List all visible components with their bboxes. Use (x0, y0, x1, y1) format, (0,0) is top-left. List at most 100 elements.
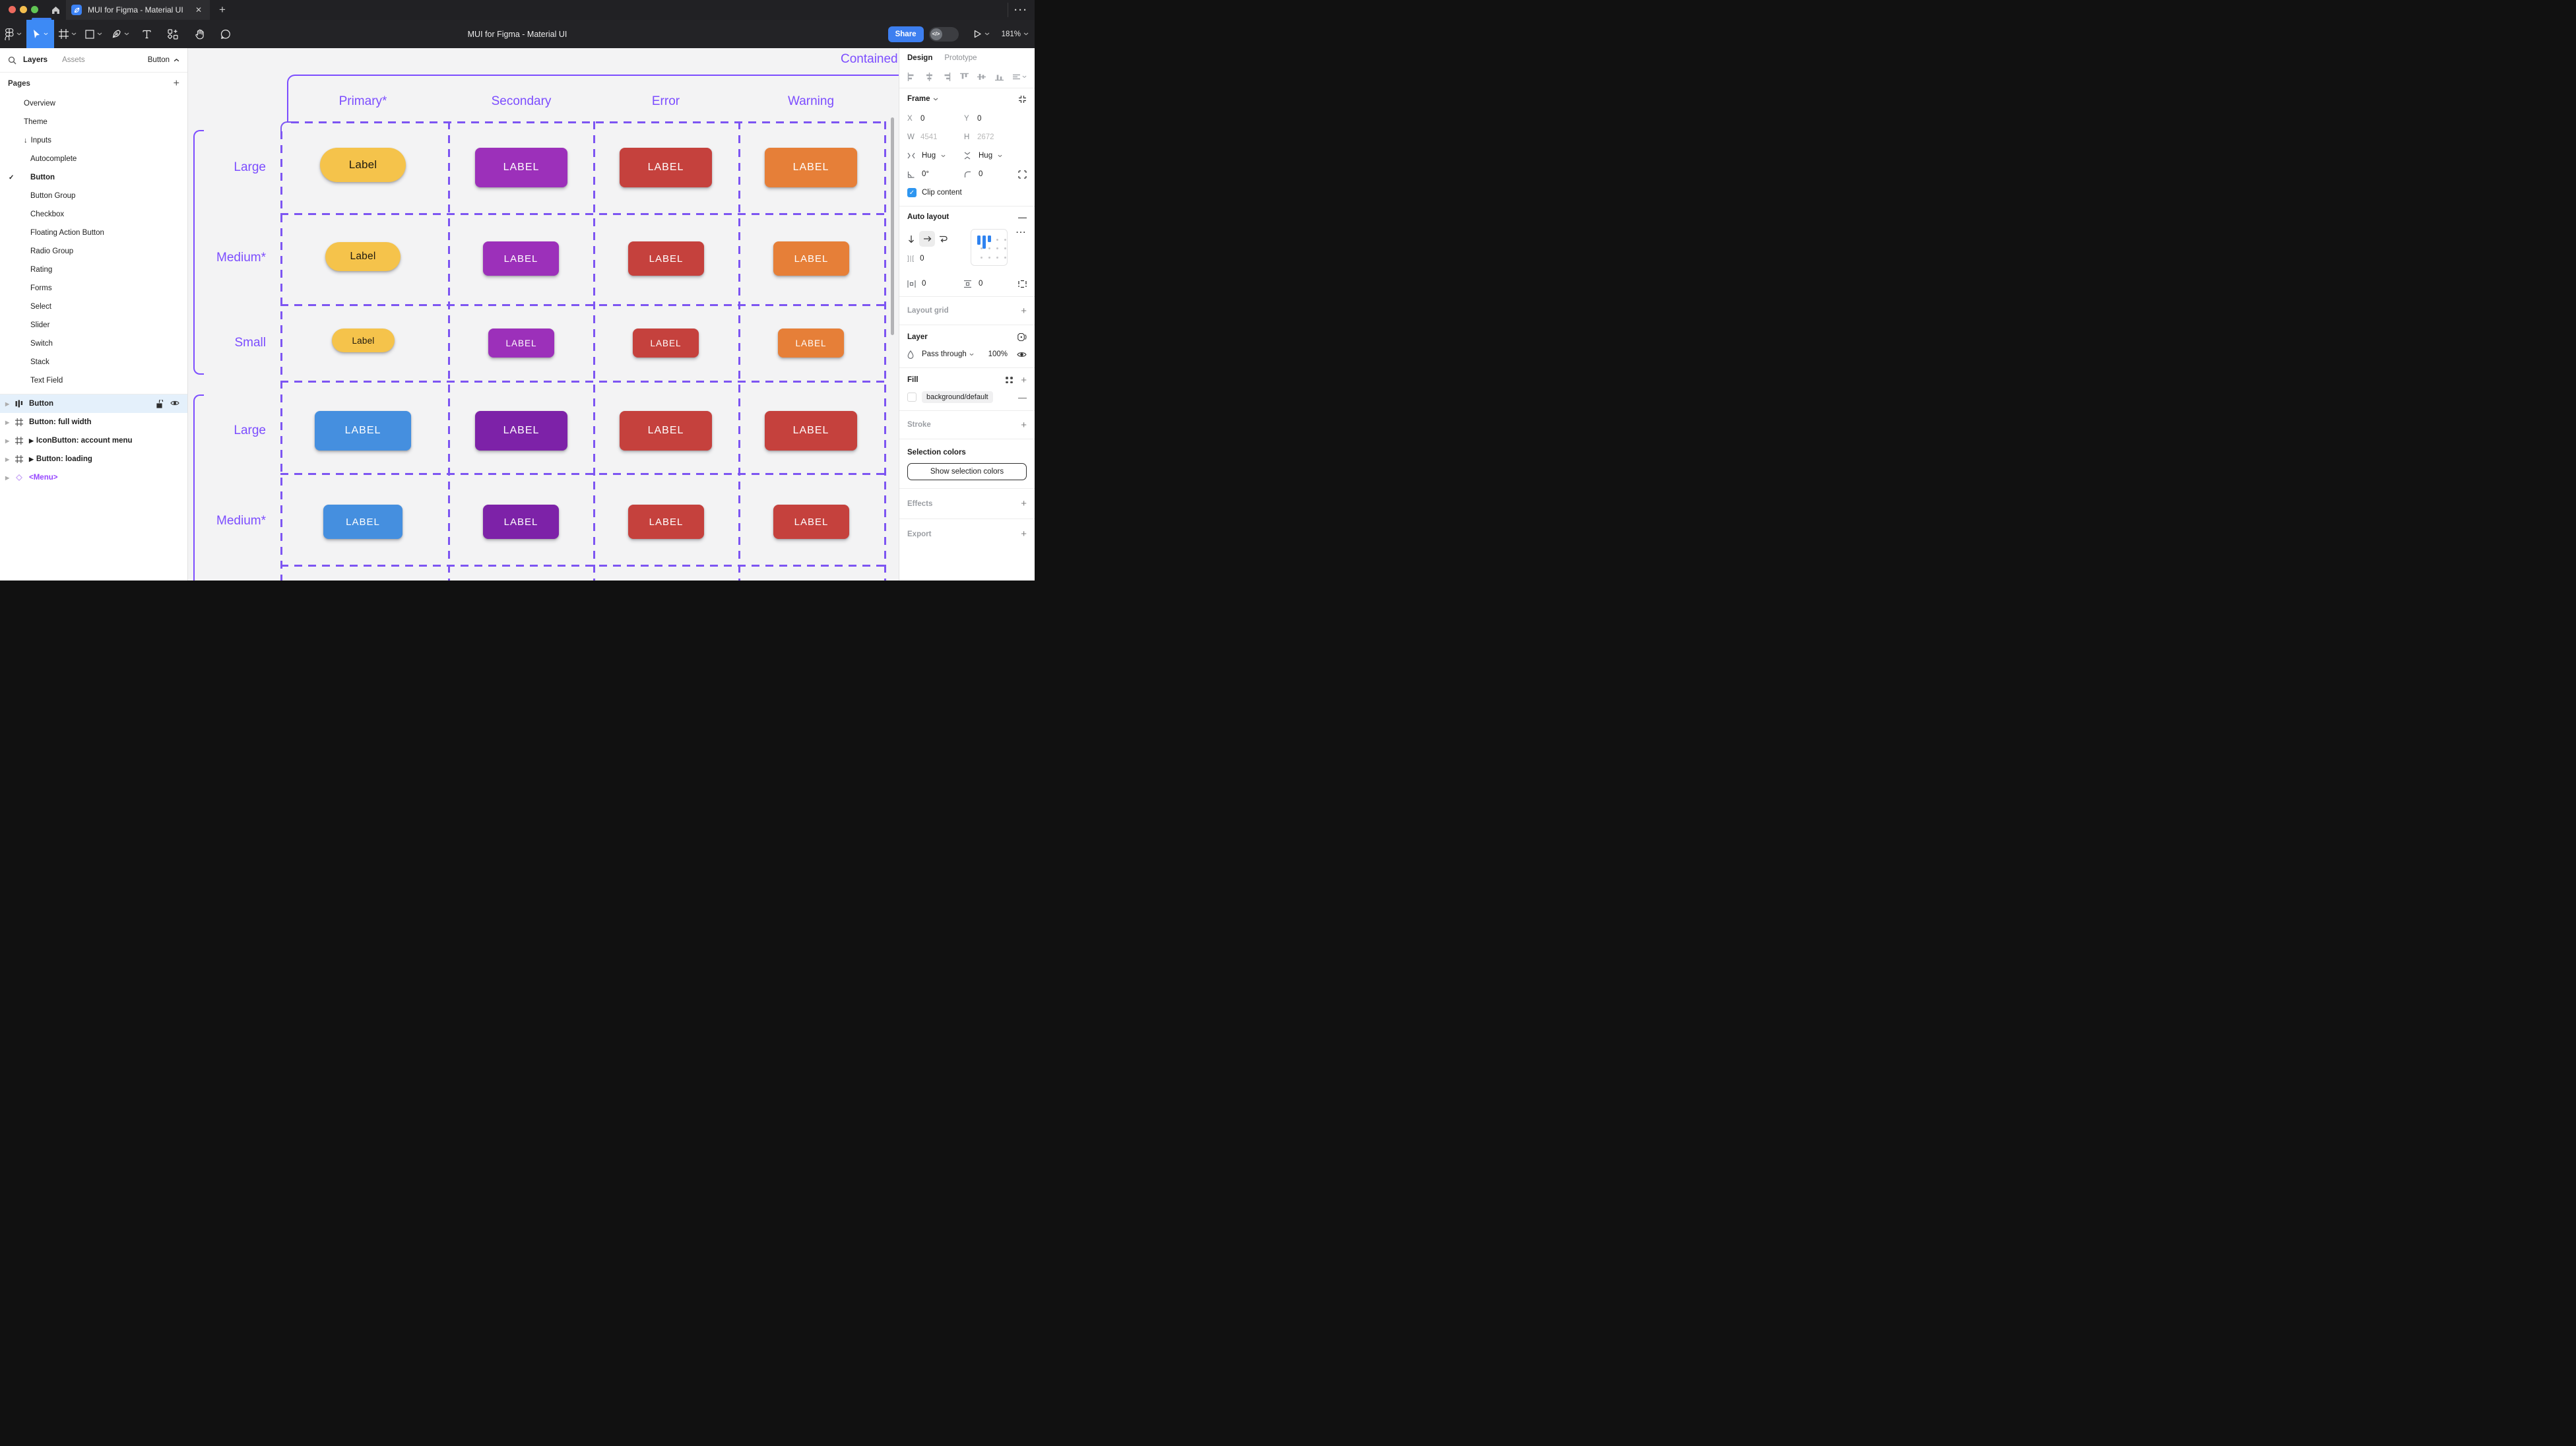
layout-wrap-icon[interactable] (939, 235, 948, 243)
independent-corners-icon[interactable] (1018, 170, 1027, 179)
main-menu-button[interactable] (0, 20, 26, 48)
page-item-switch[interactable]: Switch (30, 340, 53, 348)
button-primary-large[interactable]: Label (320, 148, 406, 182)
fill-style-name[interactable]: background/default (922, 391, 993, 403)
hug-horizontal-value[interactable]: Hug (922, 152, 936, 160)
rotation-value[interactable]: 0° (922, 170, 929, 178)
resources-tool-button[interactable] (160, 20, 186, 48)
align-vertical-center-icon[interactable] (977, 73, 986, 81)
blend-mode-icon[interactable] (1017, 332, 1027, 342)
add-effect-button[interactable]: + (1021, 498, 1027, 509)
button-secondary-large[interactable]: LABEL (475, 148, 567, 187)
clip-content-checkbox[interactable]: ✓ (907, 188, 917, 197)
page-item-slider[interactable]: Slider (30, 321, 50, 329)
button-secondary-large-2[interactable]: LABEL (475, 411, 567, 451)
disclosure-caret-icon[interactable]: ▶ (5, 456, 10, 462)
comment-tool-button[interactable] (212, 20, 239, 48)
layer-row-button-full-width[interactable]: ▶ Button: full width (0, 413, 187, 431)
zoom-level-dropdown[interactable]: 181% (1002, 30, 1029, 38)
button-warning-small[interactable]: LABEL (778, 329, 844, 358)
shape-tool-button[interactable] (80, 20, 107, 48)
tab-design[interactable]: Design (907, 54, 933, 62)
canvas-scrollbar[interactable] (891, 117, 894, 335)
blend-mode-value[interactable]: Pass through (922, 350, 967, 358)
button-secondary-medium[interactable]: LABEL (483, 241, 559, 276)
present-button[interactable] (973, 30, 990, 38)
button-warning-large-2[interactable]: LABEL (765, 411, 857, 451)
button-secondary-small[interactable]: LABEL (488, 329, 554, 358)
add-fill-button[interactable]: + (1021, 374, 1027, 386)
distribute-menu-icon[interactable] (1012, 73, 1027, 81)
corner-radius-value[interactable]: 0 (979, 170, 983, 178)
page-item-forms[interactable]: Forms (30, 284, 52, 292)
button-error-small[interactable]: LABEL (633, 329, 699, 358)
button-primary-medium-2[interactable]: LABEL (323, 505, 402, 539)
page-item-floating-action-button[interactable]: Floating Action Button (30, 229, 104, 237)
tab-prototype[interactable]: Prototype (944, 54, 977, 62)
window-minimize-traffic-light[interactable] (20, 6, 27, 13)
page-item-button-group[interactable]: Button Group (30, 192, 76, 200)
x-value[interactable]: 0 (920, 115, 925, 123)
tab-assets[interactable]: Assets (62, 56, 85, 64)
eye-icon[interactable] (1017, 351, 1027, 358)
collapse-icon[interactable] (1018, 95, 1027, 104)
layout-direction-right-icon[interactable] (919, 231, 935, 247)
tab-close-icon[interactable]: ✕ (195, 5, 202, 15)
page-item-select[interactable]: Select (30, 303, 51, 311)
home-button[interactable] (49, 4, 62, 16)
dev-mode-toggle[interactable]: </> (928, 26, 959, 42)
button-warning-large[interactable]: LABEL (765, 148, 857, 187)
fill-color-swatch[interactable] (907, 393, 917, 402)
add-stroke-button[interactable]: + (1021, 419, 1027, 431)
window-close-traffic-light[interactable] (9, 6, 16, 13)
move-tool-button[interactable] (26, 20, 54, 48)
layer-opacity-value[interactable]: 100% (988, 350, 1008, 358)
layer-row-menu-component[interactable]: ▶ <Menu> (0, 468, 187, 487)
add-layout-grid-button[interactable]: + (1021, 305, 1027, 317)
page-item-stack[interactable]: Stack (30, 358, 49, 366)
button-secondary-medium-2[interactable]: LABEL (483, 505, 559, 539)
add-export-button[interactable]: + (1021, 528, 1027, 540)
height-value[interactable]: 2672 (977, 133, 994, 141)
page-item-rating[interactable]: Rating (30, 266, 53, 274)
button-primary-small[interactable]: Label (332, 329, 395, 352)
button-warning-medium[interactable]: LABEL (773, 241, 849, 276)
y-value[interactable]: 0 (977, 115, 982, 123)
button-error-medium[interactable]: LABEL (628, 241, 704, 276)
search-icon[interactable] (8, 56, 16, 65)
frame-section-title[interactable]: Frame (907, 95, 930, 103)
padding-vertical-value[interactable]: 0 (979, 280, 983, 288)
share-button[interactable]: Share (887, 26, 924, 42)
button-primary-medium[interactable]: Label (325, 242, 401, 271)
layout-direction-down-icon[interactable] (907, 235, 915, 243)
disclosure-caret-icon[interactable]: ▶ (5, 400, 10, 407)
layer-row-button-loading[interactable]: ▶ ▶ Button: loading (0, 450, 187, 468)
button-warning-medium-2[interactable]: LABEL (773, 505, 849, 539)
frame-tool-button[interactable] (54, 20, 80, 48)
align-right-icon[interactable] (942, 72, 951, 81)
layer-row-iconbutton-account-menu[interactable]: ▶ ▶ IconButton: account menu (0, 431, 187, 450)
unlock-icon[interactable] (156, 399, 164, 408)
tab-layers[interactable]: Layers (23, 56, 48, 64)
button-primary-large-2[interactable]: LABEL (315, 411, 411, 451)
disclosure-caret-icon[interactable]: ▶ (5, 437, 10, 444)
disclosure-caret-icon[interactable]: ▶ (5, 474, 10, 481)
width-value[interactable]: 4541 (920, 133, 938, 141)
gap-value[interactable]: 0 (920, 255, 924, 263)
new-tab-button[interactable]: + (219, 3, 226, 16)
text-tool-button[interactable] (133, 20, 160, 48)
disclosure-caret-icon[interactable]: ▶ (5, 419, 10, 425)
button-error-large[interactable]: LABEL (620, 148, 712, 187)
remove-auto-layout-button[interactable]: — (1018, 212, 1027, 222)
remove-fill-button[interactable]: — (1018, 392, 1027, 402)
hug-vertical-value[interactable]: Hug (979, 152, 993, 160)
independent-padding-icon[interactable] (1018, 280, 1027, 288)
align-bottom-icon[interactable] (994, 73, 1004, 81)
align-top-icon[interactable] (959, 73, 969, 81)
page-item-checkbox[interactable]: Checkbox (30, 210, 65, 218)
page-item-text-field[interactable]: Text Field (30, 377, 63, 385)
padding-horizontal-value[interactable]: 0 (922, 280, 926, 288)
button-error-large-2[interactable]: LABEL (620, 411, 712, 451)
page-item-inputs[interactable]: ↓ Inputs (24, 137, 51, 144)
design-canvas[interactable]: Contained Primary* Secondary Error Warni… (188, 48, 899, 581)
